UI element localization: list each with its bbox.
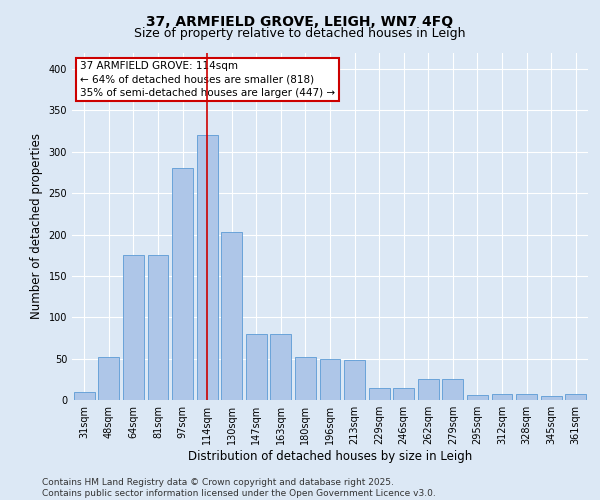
Bar — [393, 388, 414, 400]
Text: Size of property relative to detached houses in Leigh: Size of property relative to detached ho… — [134, 28, 466, 40]
Bar — [418, 380, 439, 400]
Bar — [565, 394, 586, 400]
Bar — [491, 394, 512, 400]
Bar — [541, 396, 562, 400]
Bar — [221, 232, 242, 400]
Bar — [467, 395, 488, 400]
Bar — [172, 168, 193, 400]
Text: 37 ARMFIELD GROVE: 114sqm
← 64% of detached houses are smaller (818)
35% of semi: 37 ARMFIELD GROVE: 114sqm ← 64% of detac… — [80, 61, 335, 98]
Bar — [271, 334, 292, 400]
Bar — [516, 394, 537, 400]
Bar — [368, 388, 389, 400]
Bar — [98, 357, 119, 400]
Bar — [295, 357, 316, 400]
Bar — [442, 380, 463, 400]
Bar — [148, 255, 169, 400]
Text: Contains HM Land Registry data © Crown copyright and database right 2025.
Contai: Contains HM Land Registry data © Crown c… — [42, 478, 436, 498]
Bar — [320, 358, 340, 400]
X-axis label: Distribution of detached houses by size in Leigh: Distribution of detached houses by size … — [188, 450, 472, 463]
Text: 37, ARMFIELD GROVE, LEIGH, WN7 4FQ: 37, ARMFIELD GROVE, LEIGH, WN7 4FQ — [146, 15, 454, 29]
Bar — [74, 392, 95, 400]
Bar — [123, 255, 144, 400]
Bar — [197, 135, 218, 400]
Y-axis label: Number of detached properties: Number of detached properties — [30, 133, 43, 320]
Bar — [344, 360, 365, 400]
Bar — [246, 334, 267, 400]
